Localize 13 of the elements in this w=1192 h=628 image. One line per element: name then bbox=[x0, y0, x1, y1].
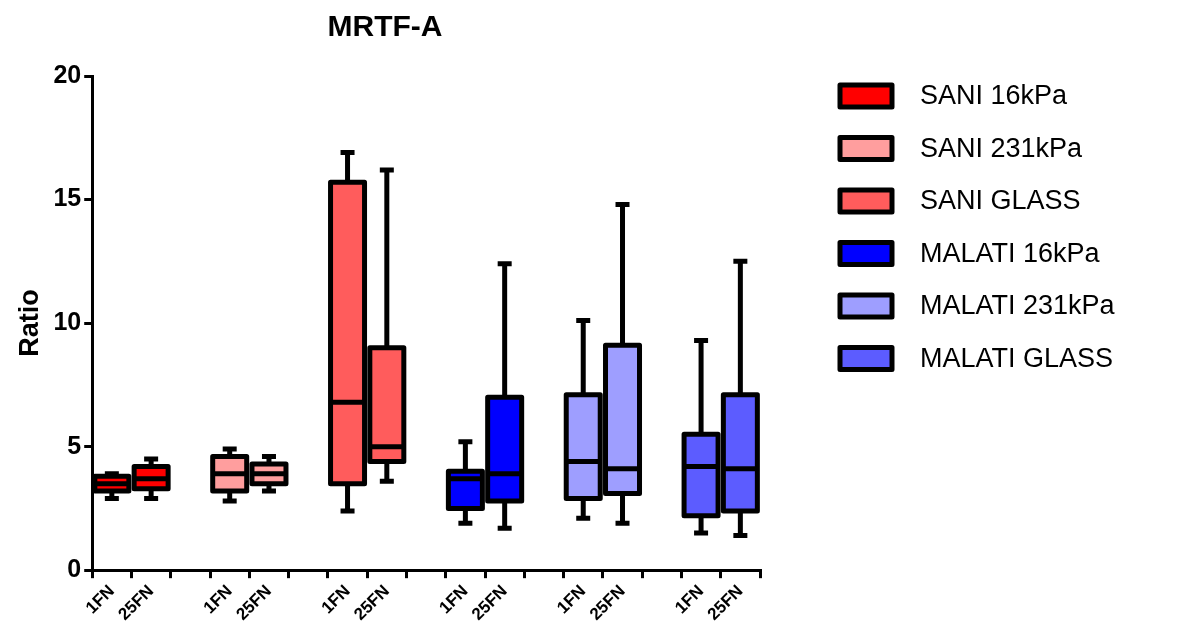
y-tick-label: 15 bbox=[53, 183, 82, 212]
y-tick-label: 0 bbox=[67, 554, 82, 583]
legend-label: SANI 16kPa bbox=[920, 80, 1069, 111]
y-axis-title: Ratio bbox=[13, 289, 44, 357]
legend-label: SANI 231kPa bbox=[920, 132, 1084, 163]
y-tick-label: 10 bbox=[53, 306, 82, 335]
legend-label: MALATI GLASS bbox=[920, 342, 1114, 373]
y-tick-label: 20 bbox=[53, 59, 82, 88]
legend-label: SANI GLASS bbox=[920, 185, 1081, 216]
y-tick-label: 5 bbox=[67, 430, 82, 459]
legend-label: MALATI 16kPa bbox=[920, 237, 1101, 268]
legend-label: MALATI 231kPa bbox=[920, 290, 1116, 321]
chart-title: MRTF-A bbox=[327, 9, 443, 43]
